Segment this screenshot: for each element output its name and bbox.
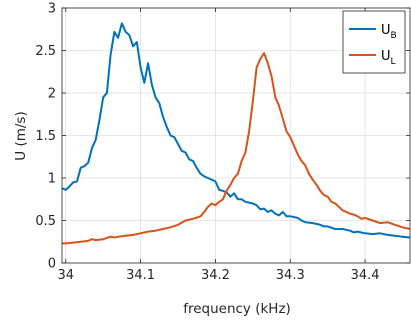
legend: UB UL	[342, 10, 406, 74]
y-tick-label: 0	[48, 257, 56, 272]
y-axis-label: U (m/s)	[13, 111, 29, 160]
y-tick-label: 1.5	[35, 129, 56, 144]
x-tick-label: 34.4	[351, 268, 380, 283]
x-axis-label: frequency (kHz)	[183, 301, 291, 317]
y-tick-label: 3	[48, 2, 56, 17]
y-tick-label: 2	[48, 87, 56, 102]
y-tick-label: 1	[48, 172, 56, 187]
y-tick-label: 0.5	[35, 214, 56, 229]
legend-label-ub: UB	[381, 23, 397, 41]
series-line-ub	[61, 22, 411, 239]
x-tick-label: 34	[57, 268, 74, 283]
x-ticks: 34 34.1 34.2 34.3 34.4	[57, 8, 380, 283]
x-tick-label: 34.1	[126, 268, 155, 283]
x-tick-label: 34.2	[201, 268, 230, 283]
x-tick-label: 34.3	[276, 268, 305, 283]
series-layer	[61, 22, 411, 245]
y-tick-label: 2.5	[35, 44, 56, 59]
legend-label-ul: UL	[381, 49, 396, 67]
series-line-ul	[62, 52, 411, 245]
legend-box	[342, 10, 406, 74]
y-ticks: 0 0.5 1 1.5 2 2.5 3	[35, 2, 410, 272]
